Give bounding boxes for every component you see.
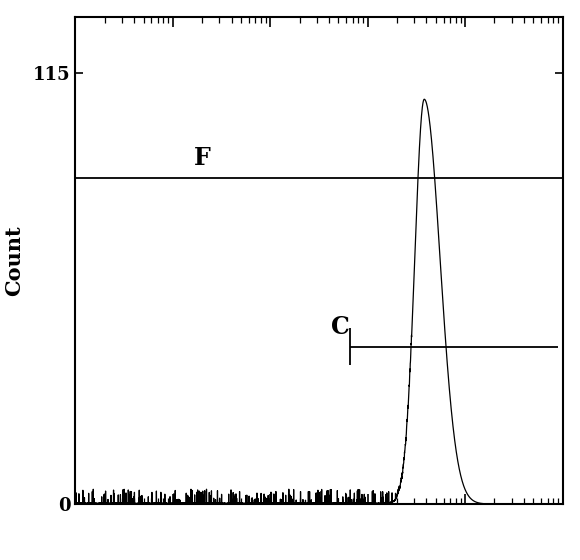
Text: F: F — [194, 147, 211, 170]
Y-axis label: Count: Count — [5, 225, 24, 296]
Text: C: C — [331, 315, 349, 339]
